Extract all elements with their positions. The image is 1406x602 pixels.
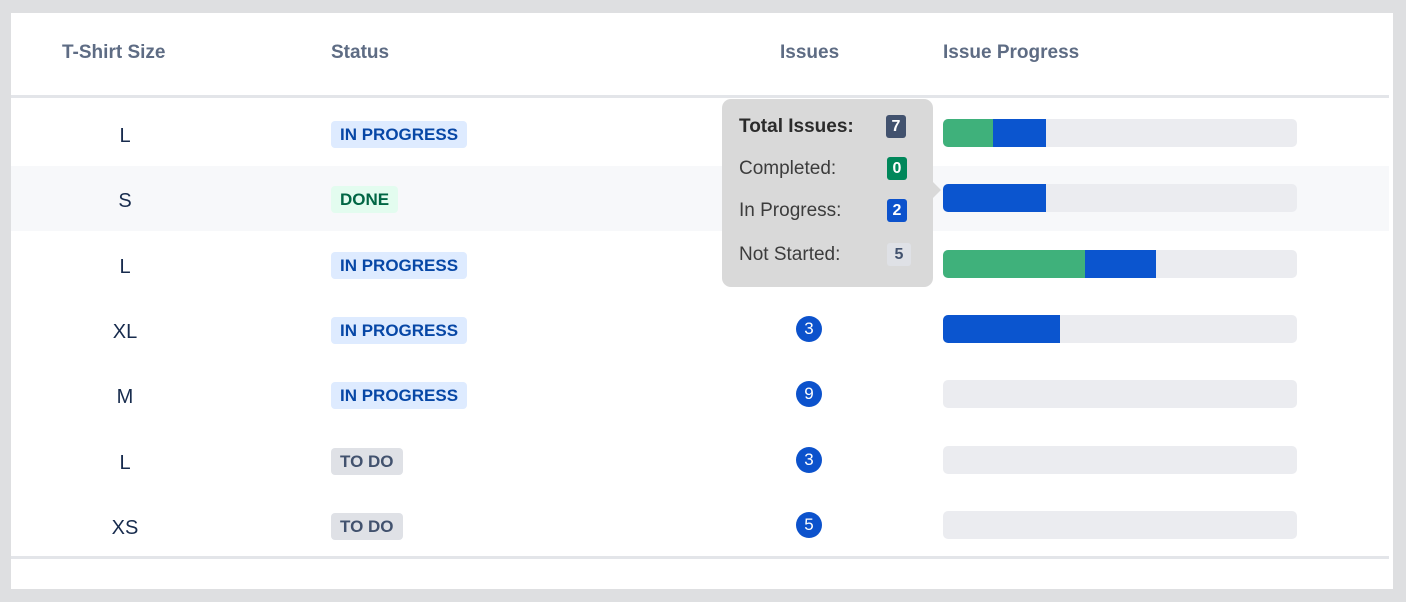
issue-progress-bar[interactable]: [943, 315, 1297, 343]
status-lozenge: TO DO: [331, 513, 403, 540]
tooltip-in-progress-label: In Progress:: [739, 200, 842, 221]
table-row[interactable]: S DONE: [11, 166, 1389, 231]
tshirt-size-cell: S: [118, 190, 132, 212]
issue-count-badge[interactable]: 9: [796, 381, 822, 407]
tshirt-size-cell: L: [119, 452, 131, 474]
status-lozenge: IN PROGRESS: [331, 252, 468, 279]
issue-progress-bar[interactable]: [943, 184, 1297, 212]
status-lozenge: TO DO: [331, 448, 403, 475]
tshirt-size-cell: M: [116, 386, 134, 408]
tooltip-in-progress-count: 2: [887, 199, 907, 222]
header-divider: [11, 95, 1389, 98]
tshirt-size-cell: XL: [112, 321, 138, 343]
progress-segment-in-progress: [943, 184, 1046, 212]
status-lozenge: IN PROGRESS: [331, 121, 468, 148]
progress-segment-in-progress: [1085, 250, 1156, 278]
tshirt-size-cell: XS: [111, 517, 139, 539]
progress-segment-completed: [943, 250, 1085, 278]
issues-table-panel: T-Shirt Size Status Issues Issue Progres…: [11, 13, 1393, 589]
tooltip-total-label: Total Issues:: [739, 116, 854, 137]
status-lozenge: IN PROGRESS: [331, 382, 468, 409]
table-row[interactable]: L IN PROGRESS: [11, 232, 1389, 297]
issue-count-badge[interactable]: 3: [796, 316, 822, 342]
issue-progress-bar[interactable]: [943, 511, 1297, 539]
table-row[interactable]: M IN PROGRESS 9: [11, 362, 1389, 427]
table-row[interactable]: XS TO DO 5: [11, 493, 1389, 558]
issue-count-badge[interactable]: 5: [796, 512, 822, 538]
tshirt-size-cell: L: [119, 125, 131, 147]
progress-segment-in-progress: [993, 119, 1046, 147]
table-header: T-Shirt Size Status Issues Issue Progres…: [11, 13, 1393, 95]
table-row[interactable]: L IN PROGRESS: [11, 101, 1389, 166]
tshirt-size-cell: L: [119, 256, 131, 278]
tooltip-completed-label: Completed:: [739, 158, 837, 179]
issue-progress-bar[interactable]: [943, 250, 1297, 278]
tooltip-not-started-count: 5: [887, 243, 911, 266]
column-header-issue-progress[interactable]: Issue Progress: [943, 42, 1080, 63]
tooltip-completed-row: Completed: 0: [739, 157, 921, 181]
issue-progress-bar[interactable]: [943, 446, 1297, 474]
issue-progress-bar[interactable]: [943, 380, 1297, 408]
progress-segment-in-progress: [943, 315, 1060, 343]
status-lozenge: IN PROGRESS: [331, 317, 468, 344]
tooltip-total-row: Total Issues: 7: [739, 115, 921, 139]
issue-count-badge[interactable]: 3: [796, 447, 822, 473]
status-lozenge: DONE: [331, 186, 399, 213]
tooltip-in-progress-row: In Progress: 2: [739, 199, 921, 223]
tooltip-not-started-row: Not Started: 5: [739, 243, 921, 267]
tooltip-total-count: 7: [886, 115, 906, 138]
tooltip-not-started-label: Not Started:: [739, 244, 841, 265]
column-header-tshirt-size[interactable]: T-Shirt Size: [62, 42, 166, 63]
column-header-issues[interactable]: Issues: [780, 42, 840, 63]
table-row[interactable]: L TO DO 3: [11, 428, 1389, 493]
progress-segment-completed: [943, 119, 993, 147]
tooltip-completed-count: 0: [887, 157, 907, 180]
issue-progress-bar[interactable]: [943, 119, 1297, 147]
issue-summary-tooltip: Total Issues: 7 Completed: 0 In Progress…: [722, 99, 941, 287]
table-row[interactable]: XL IN PROGRESS 3: [11, 297, 1389, 362]
footer-divider: [11, 556, 1389, 559]
column-header-status[interactable]: Status: [331, 42, 390, 63]
